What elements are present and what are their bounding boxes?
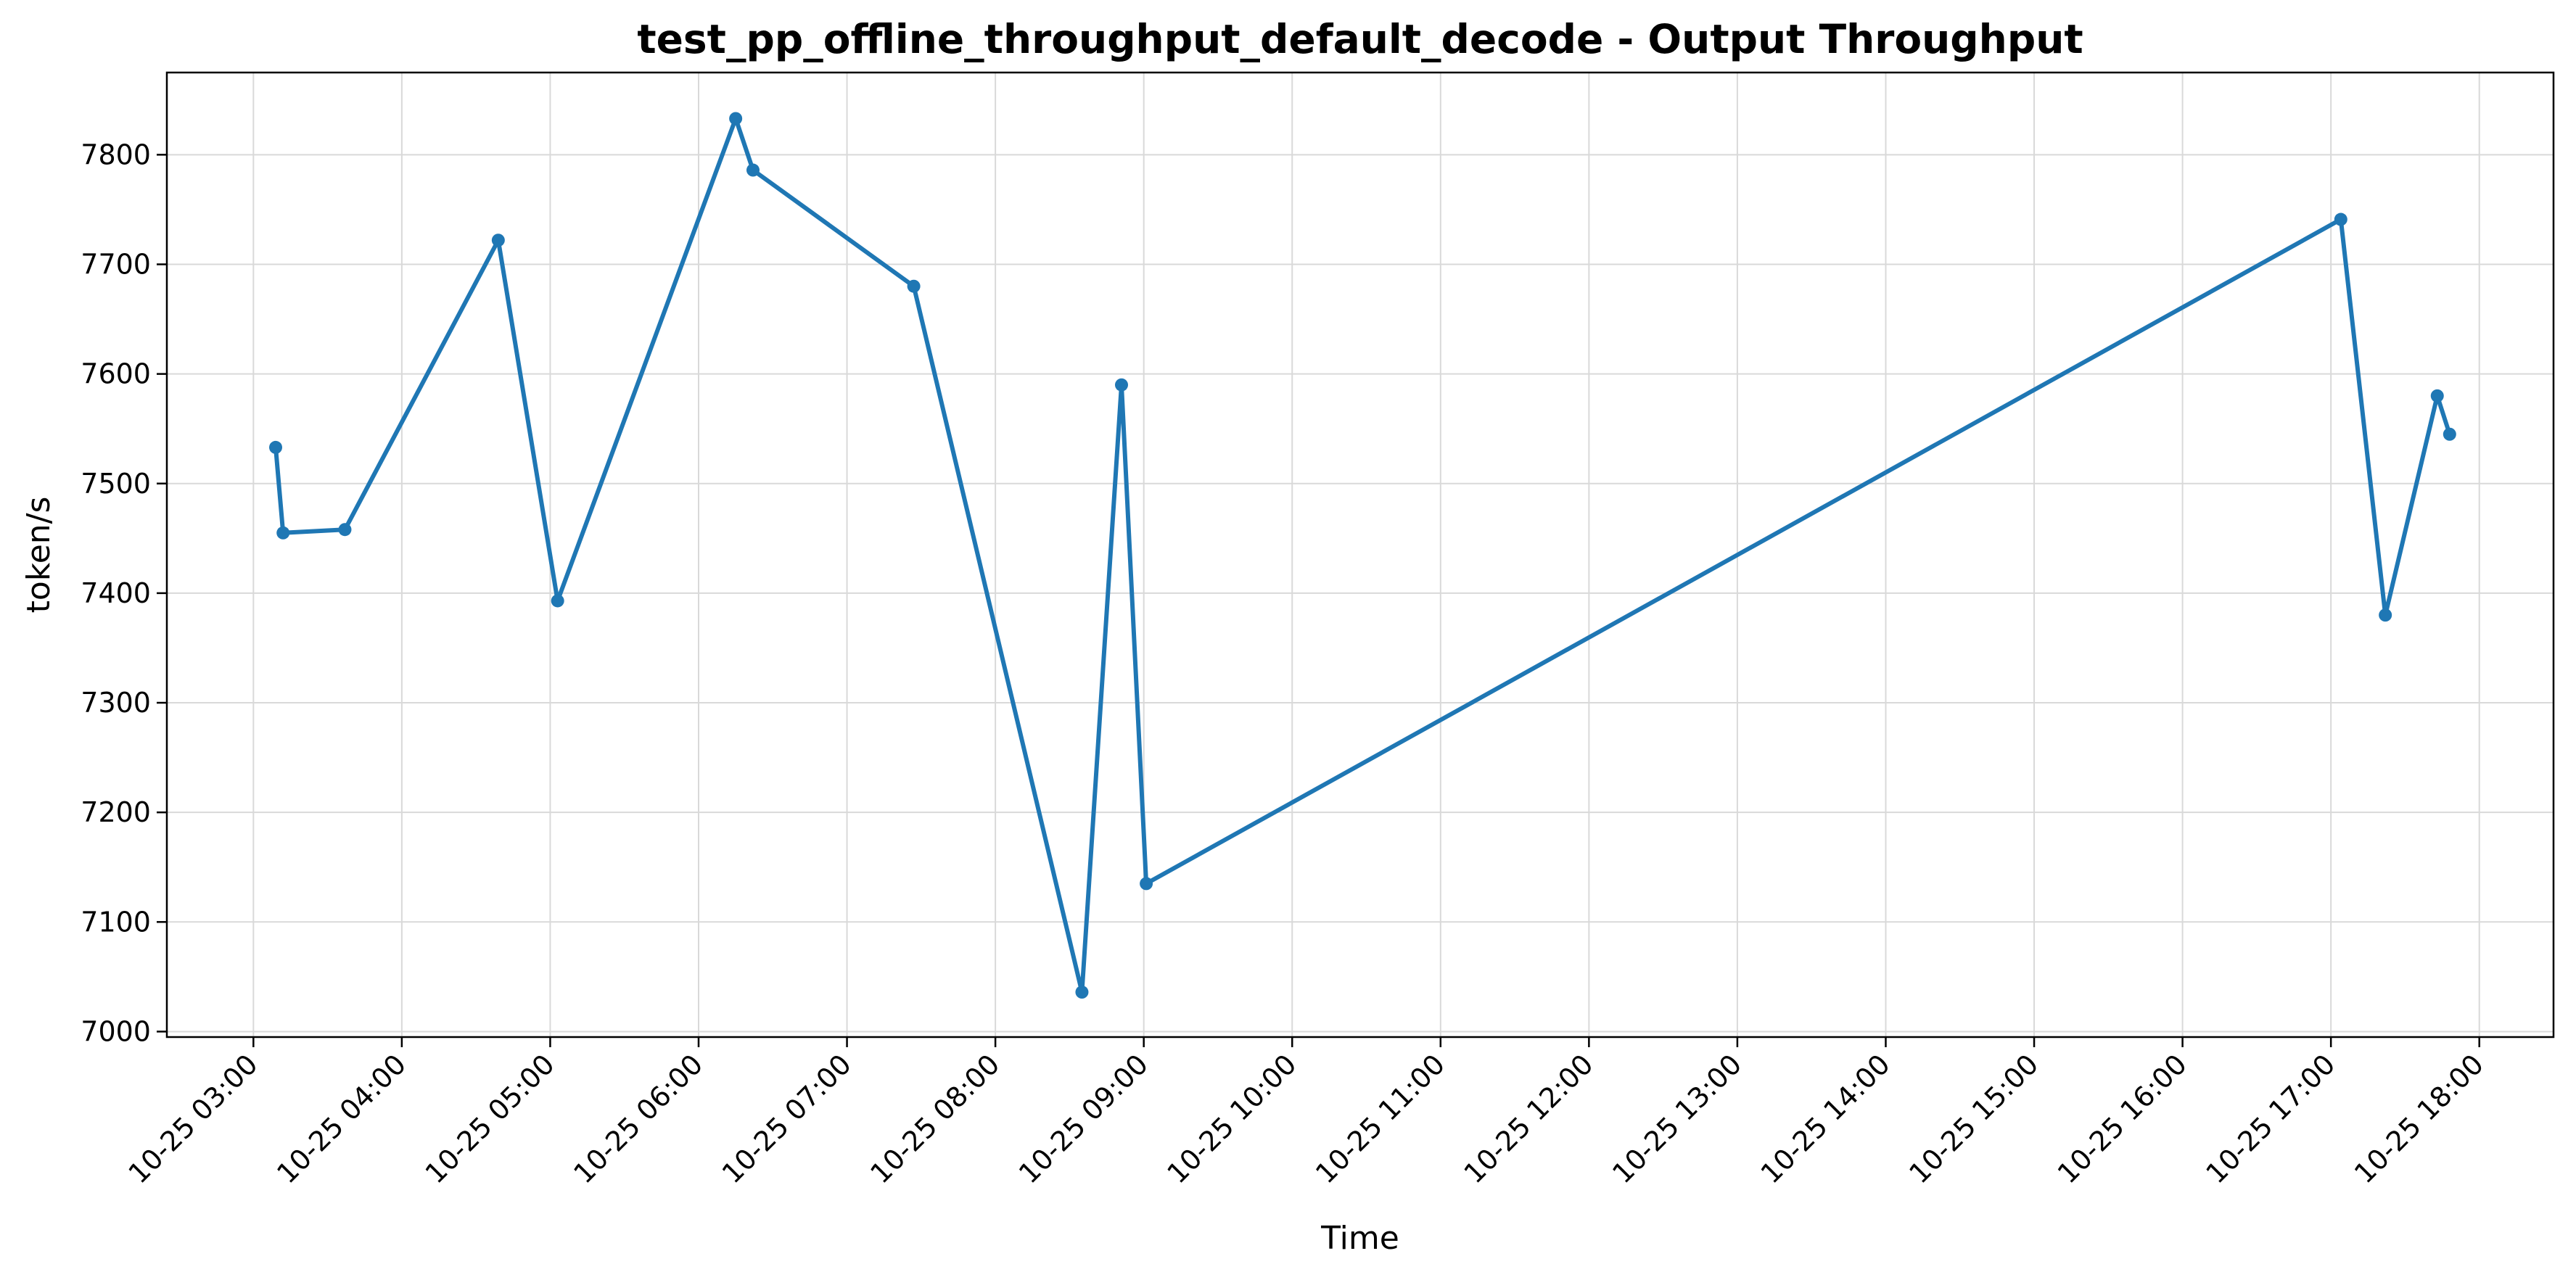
x-tick-label: 10-25 15:00 [1903, 1048, 2044, 1189]
y-axis: 7000 7100 7200 7300 7400 7500 7600 7700 7800 [81, 139, 167, 1047]
y-tick-label: 7400 [81, 577, 151, 609]
data-point [729, 112, 743, 125]
data-point [1140, 877, 1153, 891]
x-tick-label: 10-25 06:00 [567, 1048, 709, 1189]
x-tick-label: 10-25 08:00 [864, 1048, 1005, 1189]
chart-title: test_pp_offline_throughput_default_decod… [637, 16, 2083, 62]
x-tick-label: 10-25 13:00 [1606, 1048, 1748, 1189]
x-tick-label: 10-25 12:00 [1458, 1048, 1600, 1189]
data-point [269, 440, 283, 454]
series-line [273, 116, 2452, 995]
y-tick-label: 7600 [81, 358, 151, 390]
y-tick-label: 7000 [81, 1015, 151, 1047]
y-tick-label: 7100 [81, 906, 151, 938]
x-axis-label: Time [1320, 1220, 1399, 1257]
grid [167, 73, 2554, 1037]
x-tick-label: 10-25 11:00 [1309, 1048, 1451, 1189]
y-axis-label: token/s [20, 497, 57, 614]
data-point [338, 523, 352, 537]
y-tick-label: 7500 [81, 468, 151, 500]
data-point [551, 594, 564, 608]
x-tick-label: 10-25 04:00 [271, 1048, 412, 1189]
data-point [907, 279, 921, 293]
x-tick-label: 10-25 18:00 [2348, 1048, 2490, 1189]
data-point [1075, 986, 1089, 999]
data-point [2379, 608, 2392, 622]
data-point [746, 163, 760, 177]
data-series [269, 112, 2456, 999]
x-tick-label: 10-25 03:00 [123, 1048, 264, 1189]
y-tick-label: 7200 [81, 796, 151, 828]
data-point [2430, 389, 2444, 402]
x-tick-label: 10-25 05:00 [419, 1048, 561, 1189]
x-tick-label: 10-25 10:00 [1161, 1048, 1302, 1189]
data-point [276, 526, 290, 540]
y-tick-label: 7300 [81, 687, 151, 719]
y-tick-label: 7800 [81, 139, 151, 170]
x-tick-label: 10-25 16:00 [2052, 1048, 2193, 1189]
x-tick-label: 10-25 07:00 [716, 1048, 857, 1189]
y-tick-label: 7700 [81, 248, 151, 280]
data-point [2334, 212, 2347, 226]
x-tick-label: 10-25 09:00 [1013, 1048, 1154, 1189]
data-point [491, 234, 505, 247]
plot-area-frame [165, 71, 2555, 1039]
x-tick-label: 10-25 17:00 [2200, 1048, 2341, 1189]
x-axis: 10-25 03:00 10-25 04:00 10-25 05:00 10-25 0… [123, 1037, 2490, 1189]
data-point [2443, 427, 2456, 441]
x-tick-label: 10-25 14:00 [1755, 1048, 1896, 1189]
data-point [1115, 378, 1128, 392]
